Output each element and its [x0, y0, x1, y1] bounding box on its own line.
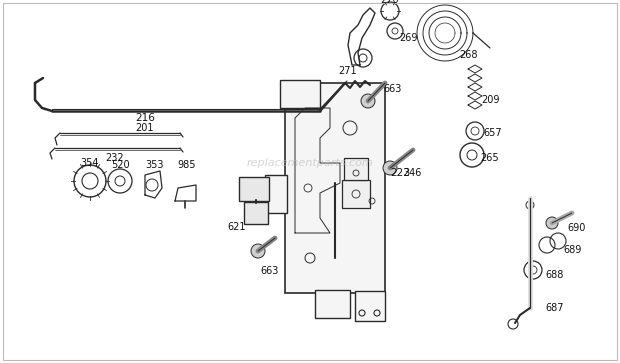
Text: 268: 268: [459, 50, 477, 60]
Text: 209: 209: [480, 95, 499, 105]
Circle shape: [383, 161, 397, 175]
Bar: [342, 180, 370, 208]
Text: replacementparts.com: replacementparts.com: [247, 158, 373, 168]
Text: 621: 621: [228, 222, 246, 232]
Text: 520: 520: [111, 160, 130, 170]
Circle shape: [251, 244, 265, 258]
Text: 354: 354: [81, 158, 99, 168]
Text: 216: 216: [135, 113, 155, 123]
Text: 663: 663: [261, 266, 279, 276]
Text: 353: 353: [146, 160, 164, 170]
Text: 269: 269: [399, 33, 417, 43]
Text: 346: 346: [404, 168, 422, 178]
Text: 270: 270: [381, 0, 399, 5]
Bar: [265, 175, 287, 213]
Bar: [355, 291, 385, 321]
Text: 663: 663: [384, 84, 402, 94]
Text: 271: 271: [339, 66, 357, 76]
Text: 232: 232: [105, 153, 125, 163]
Text: 657: 657: [484, 128, 502, 138]
Text: 687: 687: [546, 303, 564, 313]
Text: 688: 688: [546, 270, 564, 280]
Text: 690: 690: [568, 223, 586, 233]
Bar: [285, 83, 385, 293]
FancyBboxPatch shape: [244, 202, 268, 224]
Text: 689: 689: [564, 245, 582, 255]
Text: 985: 985: [178, 160, 197, 170]
FancyBboxPatch shape: [239, 177, 269, 201]
Circle shape: [546, 217, 558, 229]
Circle shape: [361, 94, 375, 108]
Bar: [315, 290, 350, 318]
Text: 265: 265: [480, 153, 499, 163]
Bar: [280, 80, 320, 108]
Bar: [344, 158, 368, 180]
Text: 222: 222: [390, 168, 410, 178]
Text: 201: 201: [136, 123, 154, 133]
